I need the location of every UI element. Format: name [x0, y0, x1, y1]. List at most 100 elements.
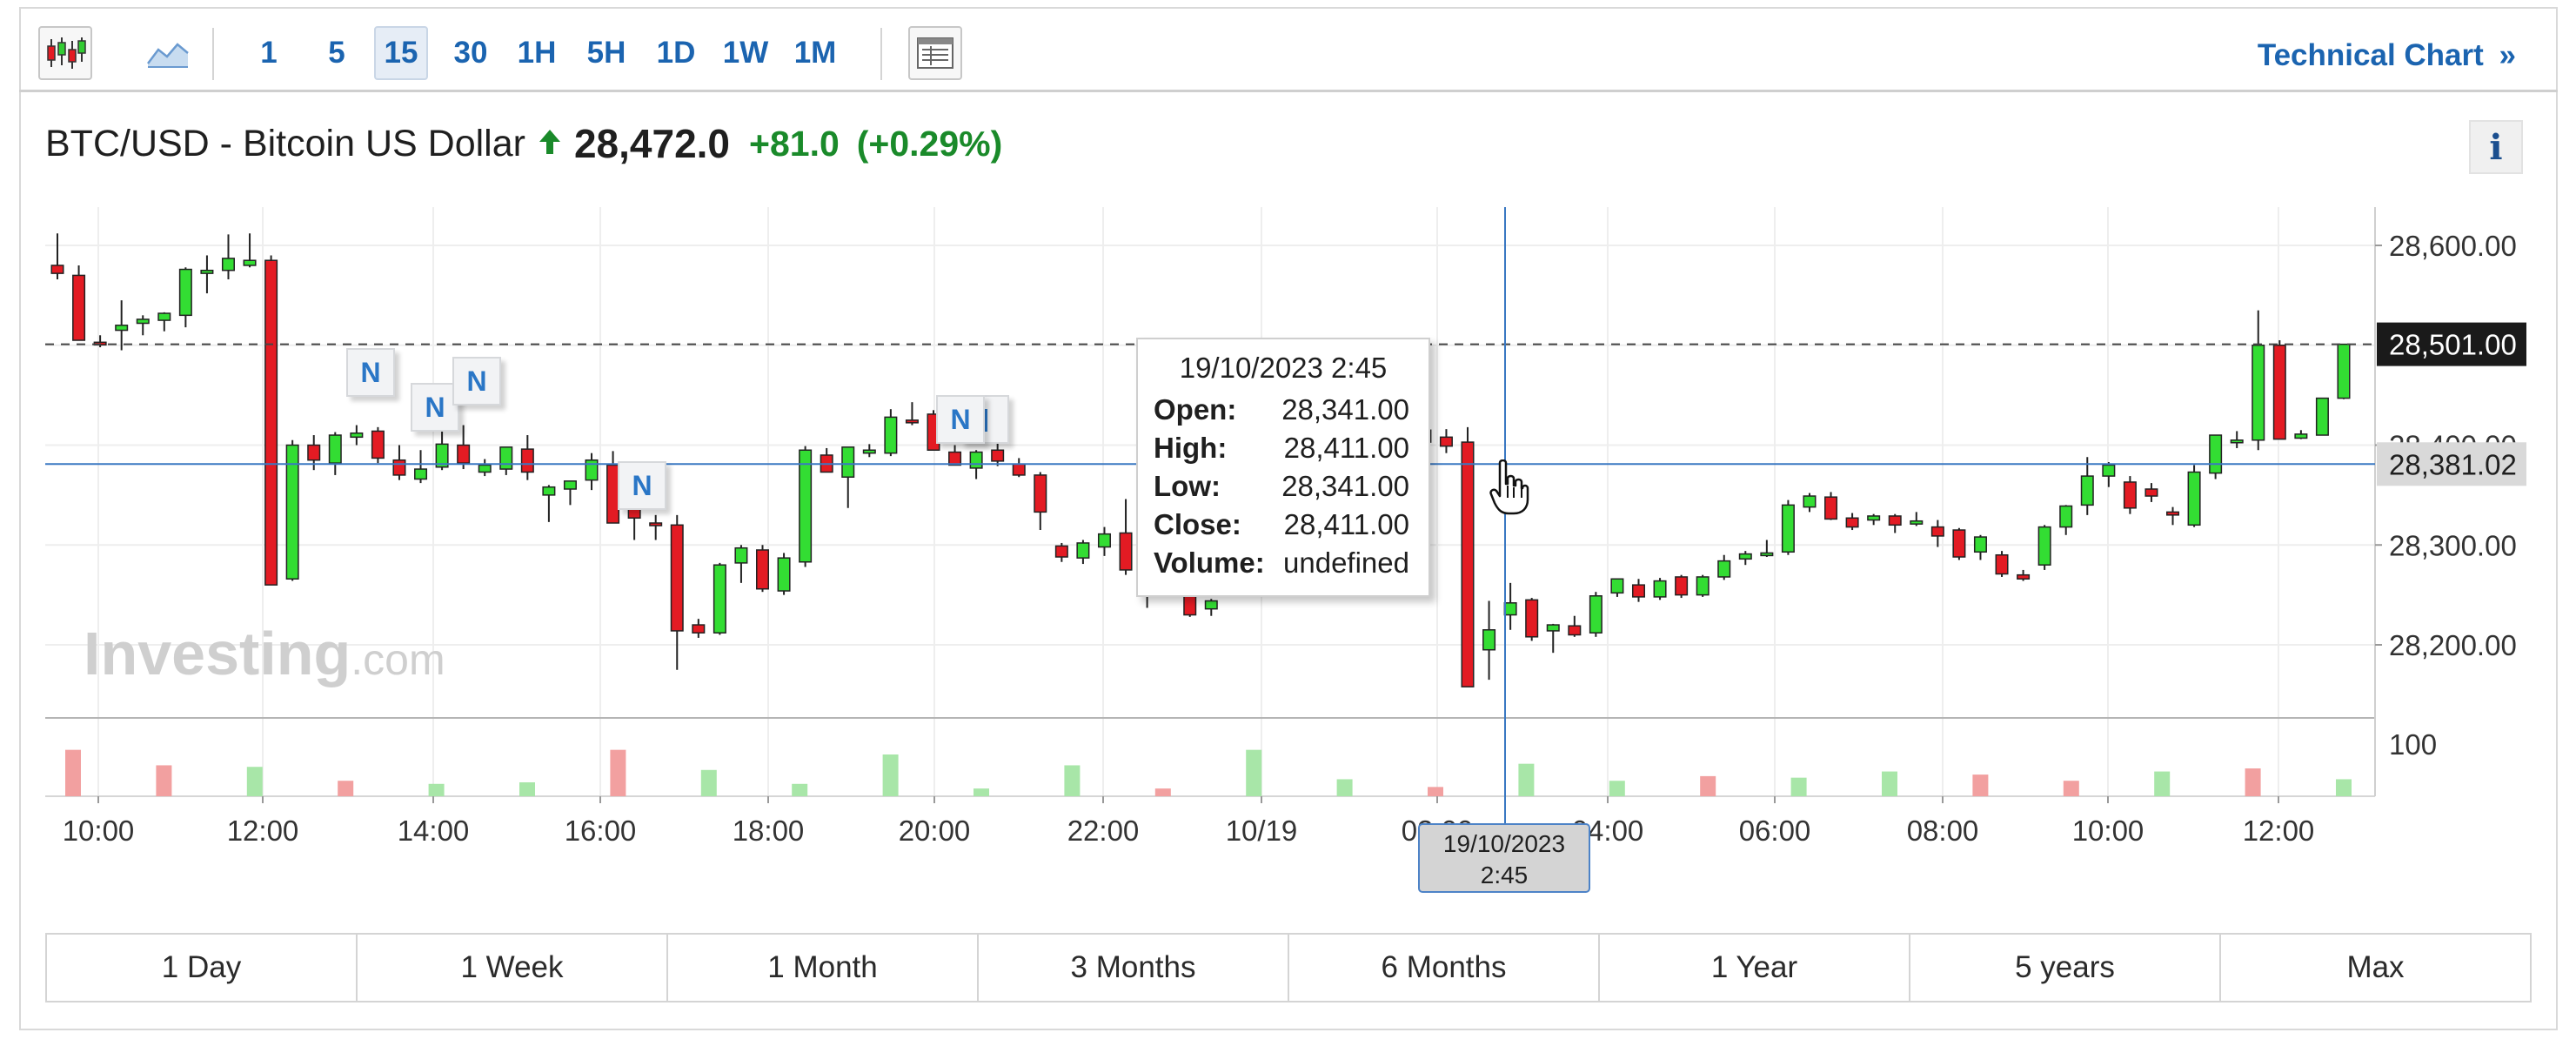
info-button[interactable]: i: [2469, 120, 2523, 174]
tooltip-value: 28,341.00: [1281, 470, 1409, 502]
interval-1w[interactable]: 1W: [722, 36, 769, 70]
interval-30[interactable]: 30: [453, 36, 488, 70]
candle-body: [264, 259, 278, 586]
candle-body: [2209, 434, 2223, 474]
technical-chart-label: Technical Chart: [2257, 38, 2484, 72]
x-tick-label: 06:00: [1739, 815, 1811, 847]
candle-body: [2017, 573, 2031, 580]
candle-body: [2102, 464, 2116, 477]
candle: [1781, 500, 1795, 555]
candle: [371, 426, 385, 464]
candle: [1760, 540, 1774, 558]
candle: [649, 514, 663, 540]
volume-bar: [1609, 781, 1625, 796]
candle-body: [2144, 488, 2158, 497]
tooltip-value: 28,411.00: [1283, 508, 1409, 540]
candle-body: [1525, 599, 1539, 638]
x-tick-label: 20:00: [899, 815, 971, 847]
period-1-year[interactable]: 1 Year: [1600, 935, 1910, 1001]
candle-body: [1973, 536, 1987, 553]
interval-1h[interactable]: 1H: [517, 36, 557, 70]
candle-body: [563, 480, 577, 490]
candle: [1589, 592, 1602, 637]
x-tick-label: 18:00: [733, 815, 805, 847]
interval-1[interactable]: 1: [260, 36, 278, 70]
candle: [2102, 462, 2116, 487]
candle: [1910, 512, 1924, 526]
candle: [777, 553, 791, 595]
x-tick-label: 08:00: [1907, 815, 1979, 847]
volume-bar: [1972, 774, 1989, 796]
area-chart-icon[interactable]: [141, 26, 195, 80]
news-marker[interactable]: N: [936, 395, 985, 444]
watermark-main: Investing: [84, 620, 351, 687]
volume-bar: [1336, 779, 1353, 796]
candle: [2080, 457, 2094, 515]
candle: [178, 267, 192, 328]
candle-body: [1675, 576, 1689, 596]
x-tick-label: 22:00: [1067, 815, 1140, 847]
candle-body: [1461, 441, 1475, 687]
candle-body: [115, 325, 129, 332]
period-max[interactable]: Max: [2346, 950, 2405, 984]
candle: [285, 439, 299, 581]
news-marker[interactable]: N: [411, 383, 459, 432]
period-6-months[interactable]: 6 Months: [1289, 935, 1600, 1001]
candle: [820, 447, 833, 473]
interval-1m[interactable]: 1M: [793, 36, 837, 70]
candle: [1439, 429, 1453, 453]
interval-5[interactable]: 5: [328, 36, 345, 70]
candle: [136, 315, 150, 336]
candle-body: [1568, 625, 1582, 636]
candle: [1973, 534, 1987, 560]
candle: [1888, 513, 1902, 533]
news-marker[interactable]: N: [452, 357, 501, 406]
candle: [392, 445, 406, 480]
instrument-name: BTC/USD - Bitcoin US Dollar: [45, 122, 525, 164]
candle-body: [1803, 495, 1817, 508]
candle-body: [285, 444, 299, 580]
candle: [1482, 600, 1496, 681]
period-1-day[interactable]: 1 Day: [47, 935, 358, 1001]
volume-bar: [246, 767, 263, 796]
tooltip-row-close: Close: 28,411.00: [1154, 508, 1409, 543]
x-tick-label: 10:00: [2072, 815, 2144, 847]
interval-5h[interactable]: 5H: [586, 36, 626, 70]
candle-body: [884, 416, 898, 454]
table-icon[interactable]: [908, 26, 962, 80]
candle-body: [478, 464, 492, 473]
x-tick-label: 14:00: [398, 815, 470, 847]
candle-body: [756, 549, 770, 590]
candle-body: [841, 446, 855, 478]
crosshair-date-label: 19/10/2023 2:45: [1418, 823, 1590, 893]
candle-body: [1482, 629, 1496, 651]
news-marker[interactable]: N: [618, 461, 666, 510]
candle-body: [862, 449, 876, 454]
candle-body: [157, 312, 171, 321]
period-5-years[interactable]: 5 years: [1910, 935, 2221, 1001]
price-change: +81.0: [749, 123, 840, 164]
candle-body: [2272, 345, 2286, 440]
candle: [1995, 551, 2009, 577]
candle-body: [136, 318, 150, 325]
price-chart[interactable]: Investing.com 28,600.0028,400.0028,300.0…: [0, 0, 2576, 922]
candle-body: [2037, 526, 2051, 566]
interval-1d[interactable]: 1D: [656, 36, 696, 70]
period-1-week[interactable]: 1 Week: [358, 935, 668, 1001]
period-1-month[interactable]: 1 Month: [668, 935, 979, 1001]
candle: [2123, 476, 2137, 514]
candle-body: [371, 430, 385, 459]
tooltip-value: 28,411.00: [1283, 432, 1409, 464]
news-marker[interactable]: N: [346, 348, 395, 397]
candle: [200, 255, 214, 294]
candlestick-icon[interactable]: [38, 26, 92, 80]
last-price-marker-bg: [2377, 322, 2526, 366]
candle: [1717, 554, 1731, 580]
technical-chart-link[interactable]: Technical Chart »: [2258, 38, 2516, 73]
candle: [1204, 599, 1218, 616]
candle: [2315, 397, 2329, 436]
period-3-months[interactable]: 3 Months: [979, 935, 1289, 1001]
candle-body: [2166, 511, 2180, 516]
interval-15[interactable]: 15: [374, 26, 428, 80]
crosshair-price-marker-bg: [2377, 442, 2526, 486]
